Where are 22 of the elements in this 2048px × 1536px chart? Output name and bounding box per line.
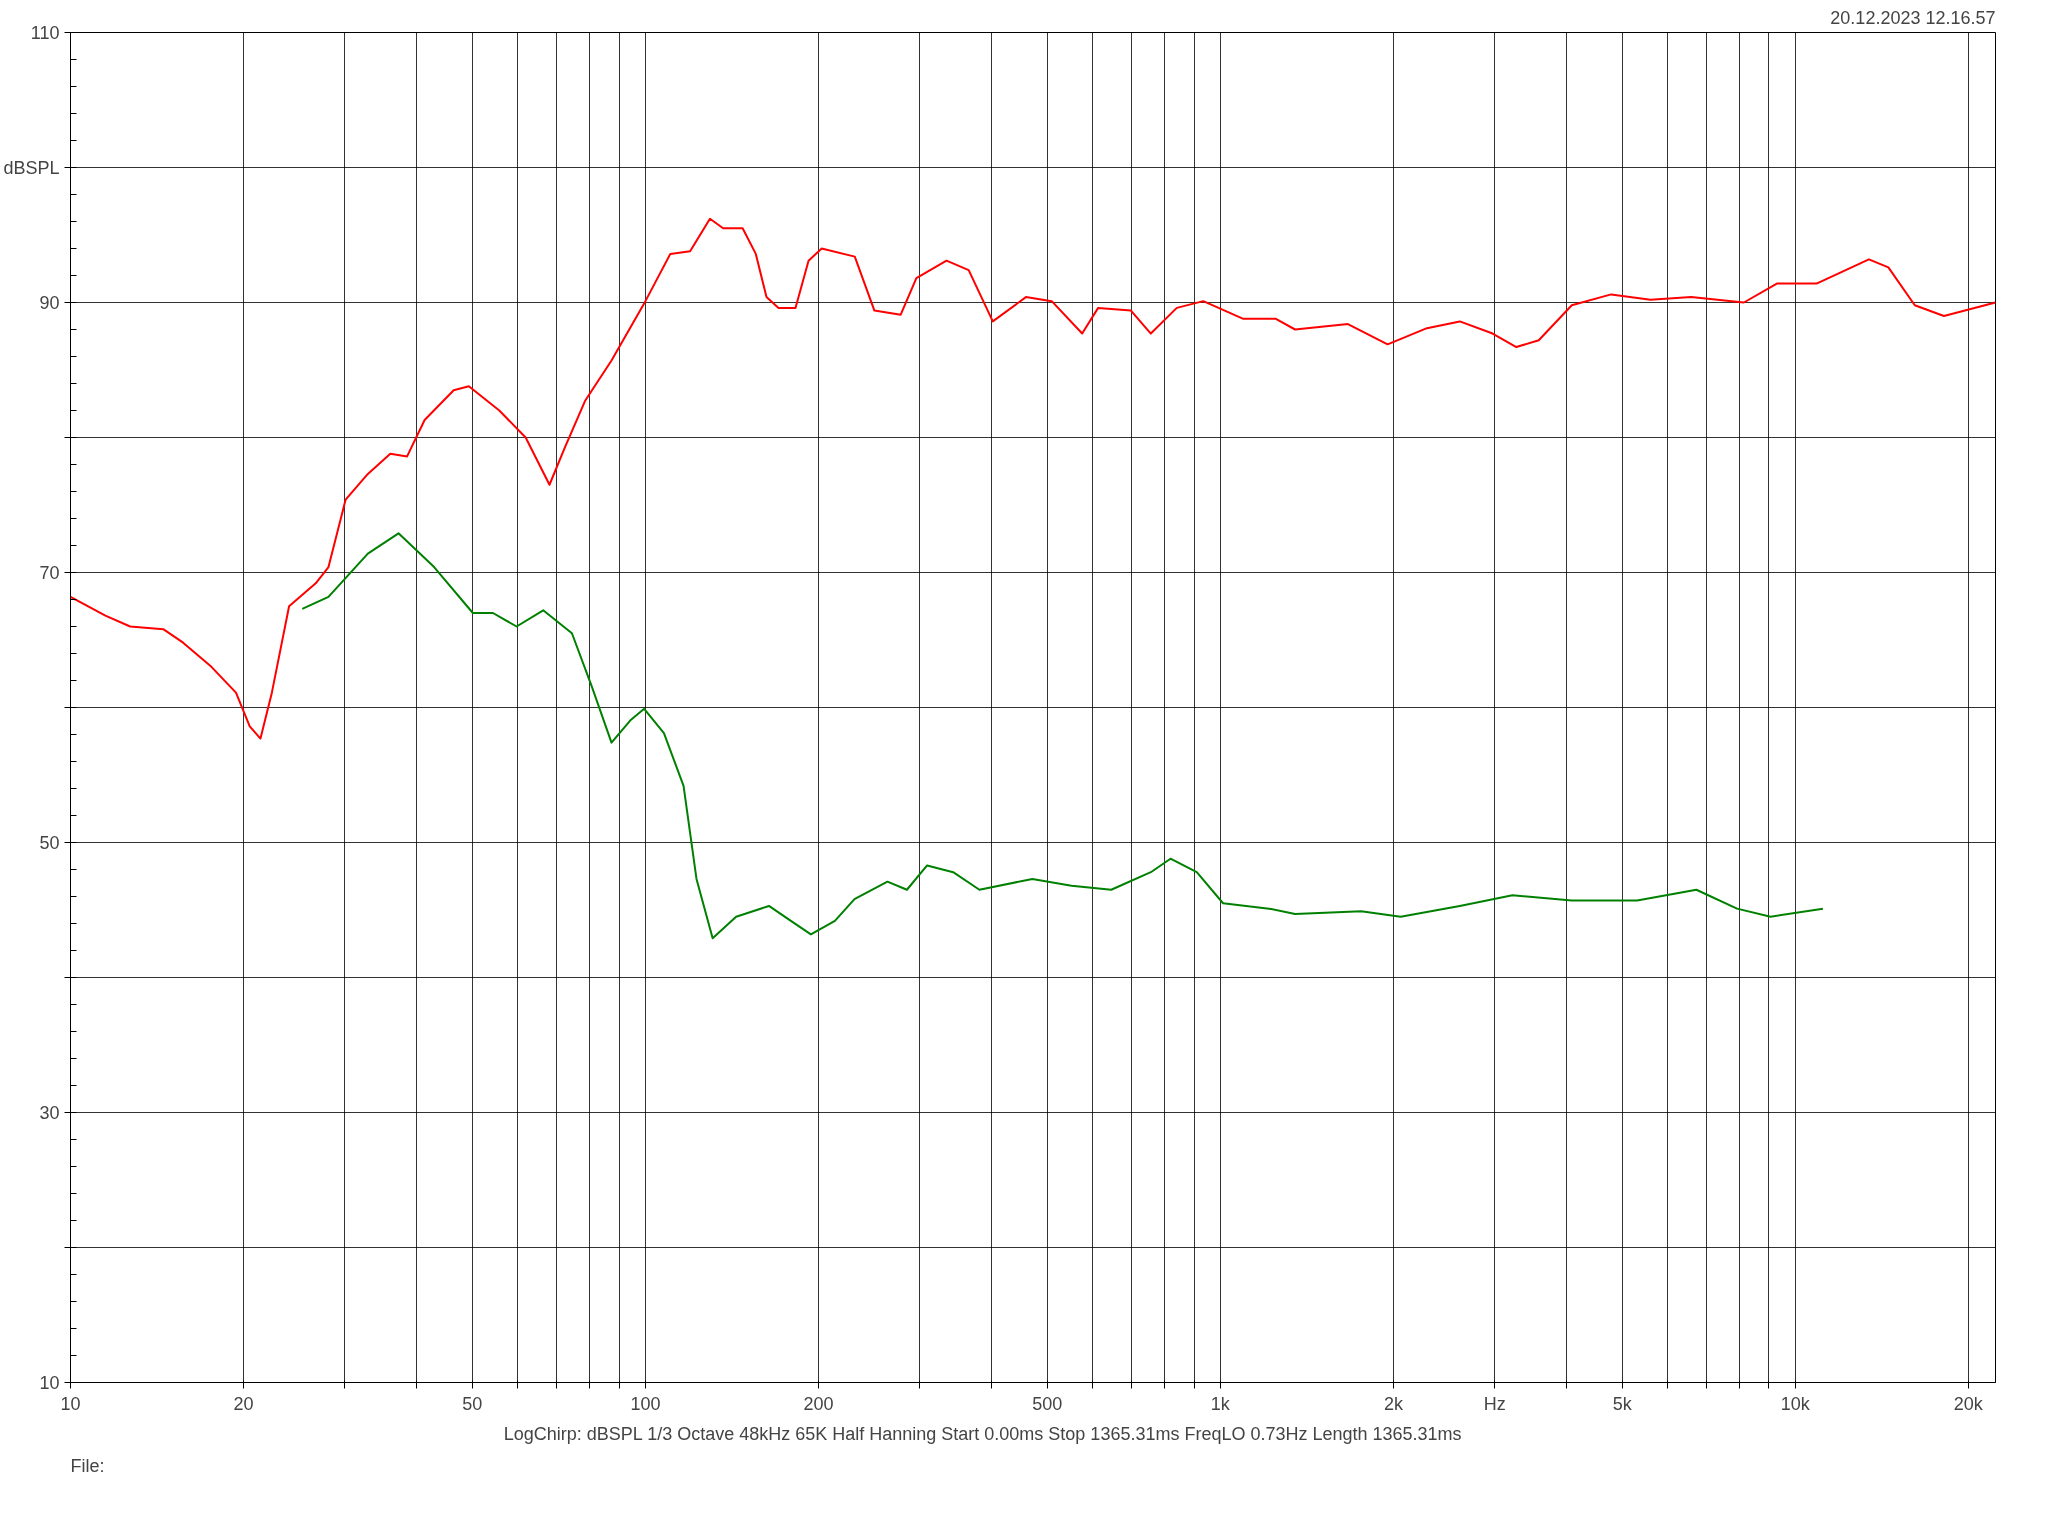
x-tick-label: 5k <box>1612 1393 1633 1414</box>
x-tick-label: 20 <box>233 1393 254 1414</box>
x-tick-label: 10k <box>1780 1393 1811 1414</box>
text: LogChirp: dBSPL 1/3 Octave 48kHz 65K Half Hanning Start 0.00ms Stop 1365.31ms FreqLO 0.73Hz Length 1365.31ms <box>503 1423 1462 1444</box>
y-tick-label: dBSPL <box>3 157 60 178</box>
x-tick-label: Hz <box>1483 1393 1506 1414</box>
x-tick-label: 10 <box>60 1393 81 1414</box>
y-tick-label: 90 <box>39 292 60 313</box>
x-tick-label: 500 <box>1032 1393 1063 1414</box>
x-tick-label: 200 <box>803 1393 834 1414</box>
text: File: <box>70 1455 105 1476</box>
x-tick-label: 1k <box>1210 1393 1231 1414</box>
chart-subtitle: 20.12.2023 12.16.57 <box>1830 7 1996 28</box>
y-tick-label: 70 <box>39 562 60 583</box>
y-tick-label: 110 <box>30 22 60 43</box>
x-tick-label: 2k <box>1383 1393 1404 1414</box>
y-tick-label: 50 <box>39 832 60 853</box>
y-tick-label: 10 <box>39 1372 60 1393</box>
y-tick-label: 30 <box>39 1102 60 1123</box>
x-tick-label: 20k <box>1953 1393 1984 1414</box>
x-tick-label: 50 <box>462 1393 483 1414</box>
x-tick-label: 100 <box>630 1393 661 1414</box>
